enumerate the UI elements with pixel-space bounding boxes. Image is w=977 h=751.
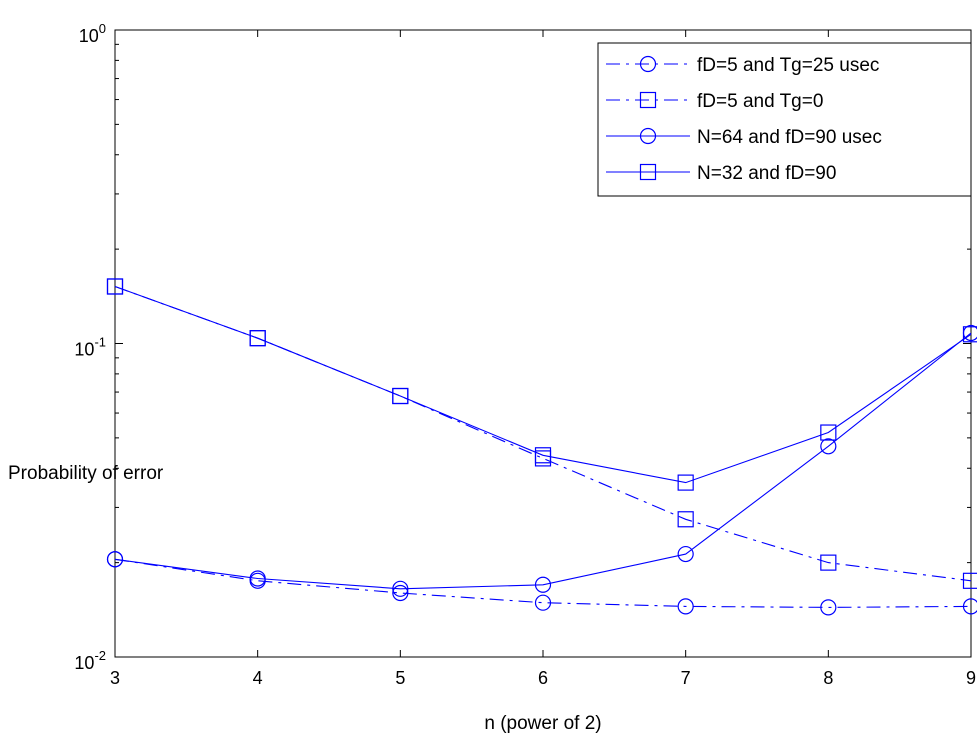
x-tick-label: 4 [253,668,263,688]
legend-entry-1: fD=5 and Tg=25 usec [606,55,879,76]
series-layer [106,278,977,616]
legend-marker-square [639,163,657,181]
legend-box [597,42,972,197]
x-tick-label: 9 [966,668,976,688]
data-point-circle [820,438,837,455]
data-point-circle [677,545,694,563]
legend-label: fD=5 and Tg=25 usec [697,55,879,76]
data-point-circle [677,598,694,615]
x-tick-label: 6 [538,668,548,688]
legend-marker-circle [639,127,657,145]
data-point-square [677,511,694,528]
data-point-circle [249,570,266,587]
legend-label: N=32 and fD=90 [697,163,836,184]
data-point-square [820,554,837,571]
legend-label: fD=5 and Tg=0 [697,91,823,112]
data-point-square [962,326,977,343]
data-point-circle [534,594,552,611]
y-tick-label: 10-2 [74,648,106,673]
x-axis-label: n (power of 2) [484,713,601,734]
legend-entry-4: N=32 and fD=90 [606,163,836,184]
data-point-circle [392,580,409,597]
x-tick-labels: 3 4 5 6 7 8 9 [110,668,976,688]
data-point-circle [106,551,124,568]
series-line [114,285,972,484]
data-point-circle [820,599,837,616]
x-tick-label: 7 [681,668,691,688]
legend: fD=5 and Tg=25 usec fD=5 and Tg=0 N=64 and… [597,42,972,197]
data-point-square [249,330,266,347]
x-tick-label: 5 [395,668,405,688]
data-point-square [534,447,552,464]
y-tick-label: 10-1 [74,335,106,360]
data-point-circle [962,598,977,615]
axis-ticks [114,29,972,658]
legend-entry-3: N=64 and fD=90 usec [606,127,882,148]
legend-marker-circle [639,55,657,73]
data-point-square [820,424,837,441]
data-point-square [106,278,124,295]
x-tick-label: 3 [110,668,120,688]
data-point-circle [392,584,409,602]
x-tick-label: 8 [823,668,833,688]
legend-entry-2: fD=5 and Tg=0 [606,91,823,112]
series-line [114,332,972,590]
y-tick-labels: 10-2 10-1 100 [74,21,106,673]
y-tick-label: 100 [79,21,106,46]
y-axis-label: Probability of error [8,463,164,484]
data-point-circle [534,576,552,593]
data-point-square [962,572,977,589]
series-4 [106,278,977,491]
data-point-square [392,387,409,405]
legend-marker-square [639,91,657,109]
legend-label: N=64 and fD=90 usec [697,127,882,148]
data-point-square [677,474,694,491]
